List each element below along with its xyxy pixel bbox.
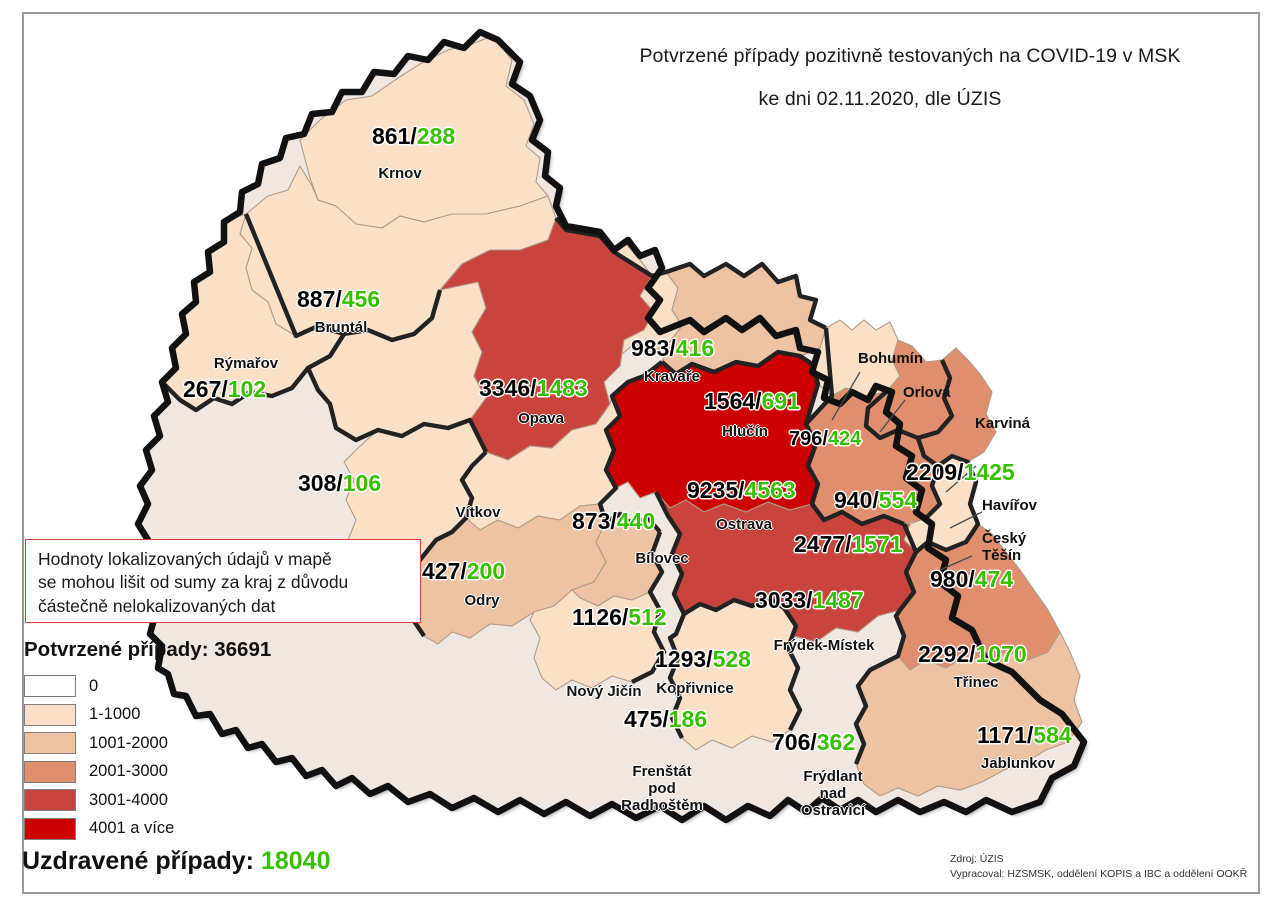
legend-swatch-1: [24, 703, 76, 726]
label-kravare: Kravaře: [644, 368, 700, 385]
label-bruntal: Bruntál: [314, 319, 368, 336]
value-vitkov: 308/106: [298, 470, 382, 496]
recovered-label: Uzdravené případy:: [22, 847, 255, 875]
value-bohumin: 796/424: [789, 428, 862, 450]
label-bilovec: Bílovec: [635, 550, 689, 567]
value-ostrava: 9235/4563: [687, 477, 796, 503]
value-koprivnice: 1293/528: [655, 646, 751, 672]
label-cesky-tesin: Český Těšín: [982, 530, 1027, 564]
legend-swatch-4: [24, 789, 76, 812]
legend-row: 1001-2000: [24, 729, 174, 758]
legend-label-1: 1-1000: [89, 705, 141, 724]
value-frenstat: 475/186: [624, 706, 708, 732]
label-trinec: Třinec: [953, 674, 999, 691]
note-line-3: částečně nelokalizovaných dat: [38, 595, 276, 616]
legend-label-5: 4001 a více: [89, 819, 175, 838]
legend-label-4: 3001-4000: [89, 790, 168, 809]
value-kravare: 983/416: [631, 335, 715, 361]
legend-label-3: 2001-3000: [89, 762, 168, 781]
label-ostrava: Ostrava: [716, 516, 772, 533]
value-cesky-tesin: 980/474: [930, 566, 1014, 592]
label-bohumin: Bohumín: [858, 350, 923, 367]
label-frydlant-line2: nad: [819, 785, 847, 802]
legend-row: 0: [24, 672, 174, 701]
note-line-1: Hodnoty lokalizovaných údajů v mapě: [38, 549, 332, 569]
value-frydek-mistek: 3033/1487: [755, 587, 864, 613]
legend-swatch-3: [24, 760, 76, 783]
label-karvina: Karviná: [975, 415, 1031, 432]
label-novy-jicin: Nový Jičín: [566, 683, 642, 700]
legend-swatch-2: [24, 732, 76, 755]
label-rymarov: Rýmařov: [213, 355, 279, 372]
label-jablunkov: Jablunkov: [980, 755, 1056, 772]
label-frydek-mistek: Frýdek-Místek: [773, 637, 875, 654]
note-line-2: se mohou lišit od sumy za kraj z důvodu: [38, 572, 349, 593]
label-koprivnice: Kopřivnice: [656, 680, 734, 697]
value-krnov: 861/288: [372, 123, 456, 149]
legend-label-0: 0: [89, 676, 99, 695]
value-jablunkov: 1171/584: [977, 722, 1072, 748]
legend: 0 1-1000 1001-2000 2001-3000 3001-4000 4…: [24, 672, 174, 843]
label-frydlant-line3: Ostravicí: [800, 802, 866, 819]
value-rymarov: 267/102: [183, 376, 267, 402]
value-opava: 3346/1483: [479, 375, 588, 401]
value-bilovec: 873/440: [572, 508, 656, 534]
confirmed-total-label: Potvrzené případy: 36691: [24, 638, 272, 661]
label-hlucin: Hlučín: [722, 423, 768, 440]
label-frydlant: Frýdlant: [803, 768, 863, 785]
recovered-total: Uzdravené případy: 18040: [22, 847, 331, 876]
label-odry: Odry: [464, 592, 500, 609]
value-novy-jicin: 1126/512: [572, 604, 667, 630]
value-trinec: 2292/1070: [918, 641, 1027, 667]
source-credit: Zdroj: ÚZIS Vypracoval: HZSMSK, oddělení…: [950, 852, 1247, 882]
label-krnov: Krnov: [378, 165, 422, 182]
legend-swatch-0: [24, 675, 76, 698]
district-shapes: [161, 35, 1083, 797]
value-frydlant: 706/362: [772, 729, 856, 755]
district-frenstat: [529, 589, 665, 691]
label-frenstat: Frenštát: [632, 763, 692, 780]
legend-row: 3001-4000: [24, 786, 174, 815]
recovered-value: 18040: [260, 847, 331, 875]
value-orlova: 940/554: [834, 487, 918, 513]
legend-row: 1-1000: [24, 701, 174, 730]
label-frenstat-line2: pod: [648, 780, 676, 797]
legend-label-2: 1001-2000: [89, 733, 168, 752]
value-karvina: 2209/1425: [906, 459, 1015, 485]
label-frenstat-line3: Radhoštěm: [621, 797, 703, 814]
legend-row: 4001 a více: [24, 815, 174, 844]
page-title: Potvrzené případy pozitivně testovaných …: [639, 45, 1181, 67]
legend-swatch-5: [24, 817, 76, 840]
value-odry: 427/200: [422, 558, 506, 584]
page-subtitle: ke dni 02.11.2020, dle ÚZIS: [758, 88, 1002, 110]
label-opava: Opava: [518, 410, 564, 427]
source-line-2: Vypracoval: HZSMSK, oddělení KOPIS a IBC…: [950, 868, 1248, 881]
value-bruntal: 887/456: [297, 286, 381, 312]
value-havirov: 2477/1571: [794, 531, 903, 557]
legend-row: 2001-3000: [24, 758, 174, 787]
value-hlucin: 1564/691: [704, 388, 800, 414]
label-havirov: Havířov: [982, 497, 1038, 514]
disclaimer-note: Hodnoty lokalizovaných údajů v mapě se m…: [25, 539, 421, 623]
label-orlova: Orlová: [903, 384, 951, 401]
label-vitkov: Vítkov: [455, 504, 501, 521]
label-leader-lines: [831, 371, 983, 571]
source-line-1: Zdroj: ÚZIS: [950, 853, 1004, 865]
kraj-outline: [134, 28, 1088, 824]
